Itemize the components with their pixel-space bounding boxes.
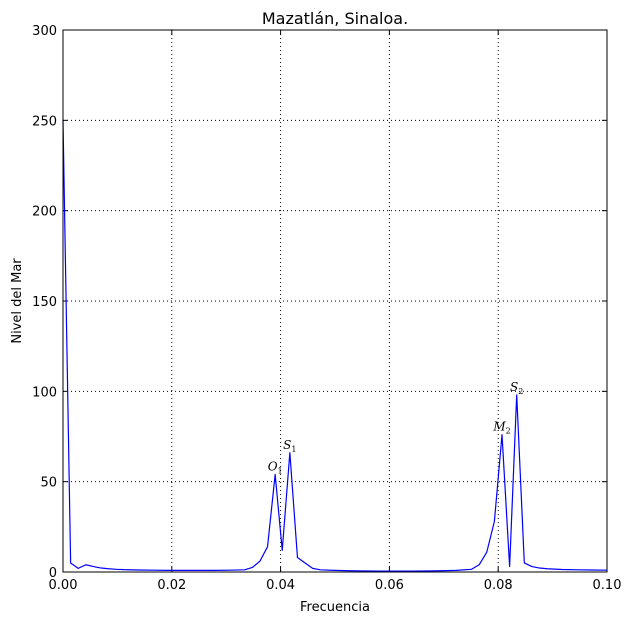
peak-annotation: S2 [510,380,523,396]
x-tick-label: 0.06 [375,578,404,593]
y-tick-label: 150 [32,295,57,310]
x-axis-label: Frecuencia [300,600,370,615]
x-tick-label: 0.08 [484,578,513,593]
chart-title: Mazatlán, Sinaloa. [262,9,408,28]
y-tick-label: 100 [32,385,57,400]
y-tick-label: 300 [32,24,57,39]
series-layer [62,120,608,572]
y-axis-label: Nivel del Mar [10,258,25,344]
y-tick-label: 250 [32,114,57,129]
plot-frame [62,29,608,573]
peak-annotation: O1 [268,459,283,475]
x-tick-label: 0.10 [593,578,622,593]
grid-layer [63,30,607,572]
y-tick-label: 0 [49,566,57,581]
tick-layer: 0.00 0.02 0.04 0.06 0.08 0.10 0 50 100 150 200 250 3… [32,24,621,593]
x-tick-label: 0.02 [157,578,186,593]
x-tick-label: 0.04 [266,578,295,593]
peak-annotation: S1 [283,438,296,454]
series-line [62,120,608,572]
y-tick-label: 200 [32,205,57,220]
peak-annotation: M2 [492,420,510,436]
y-tick-label: 50 [40,476,57,491]
x-tick-label: 0.00 [49,578,78,593]
